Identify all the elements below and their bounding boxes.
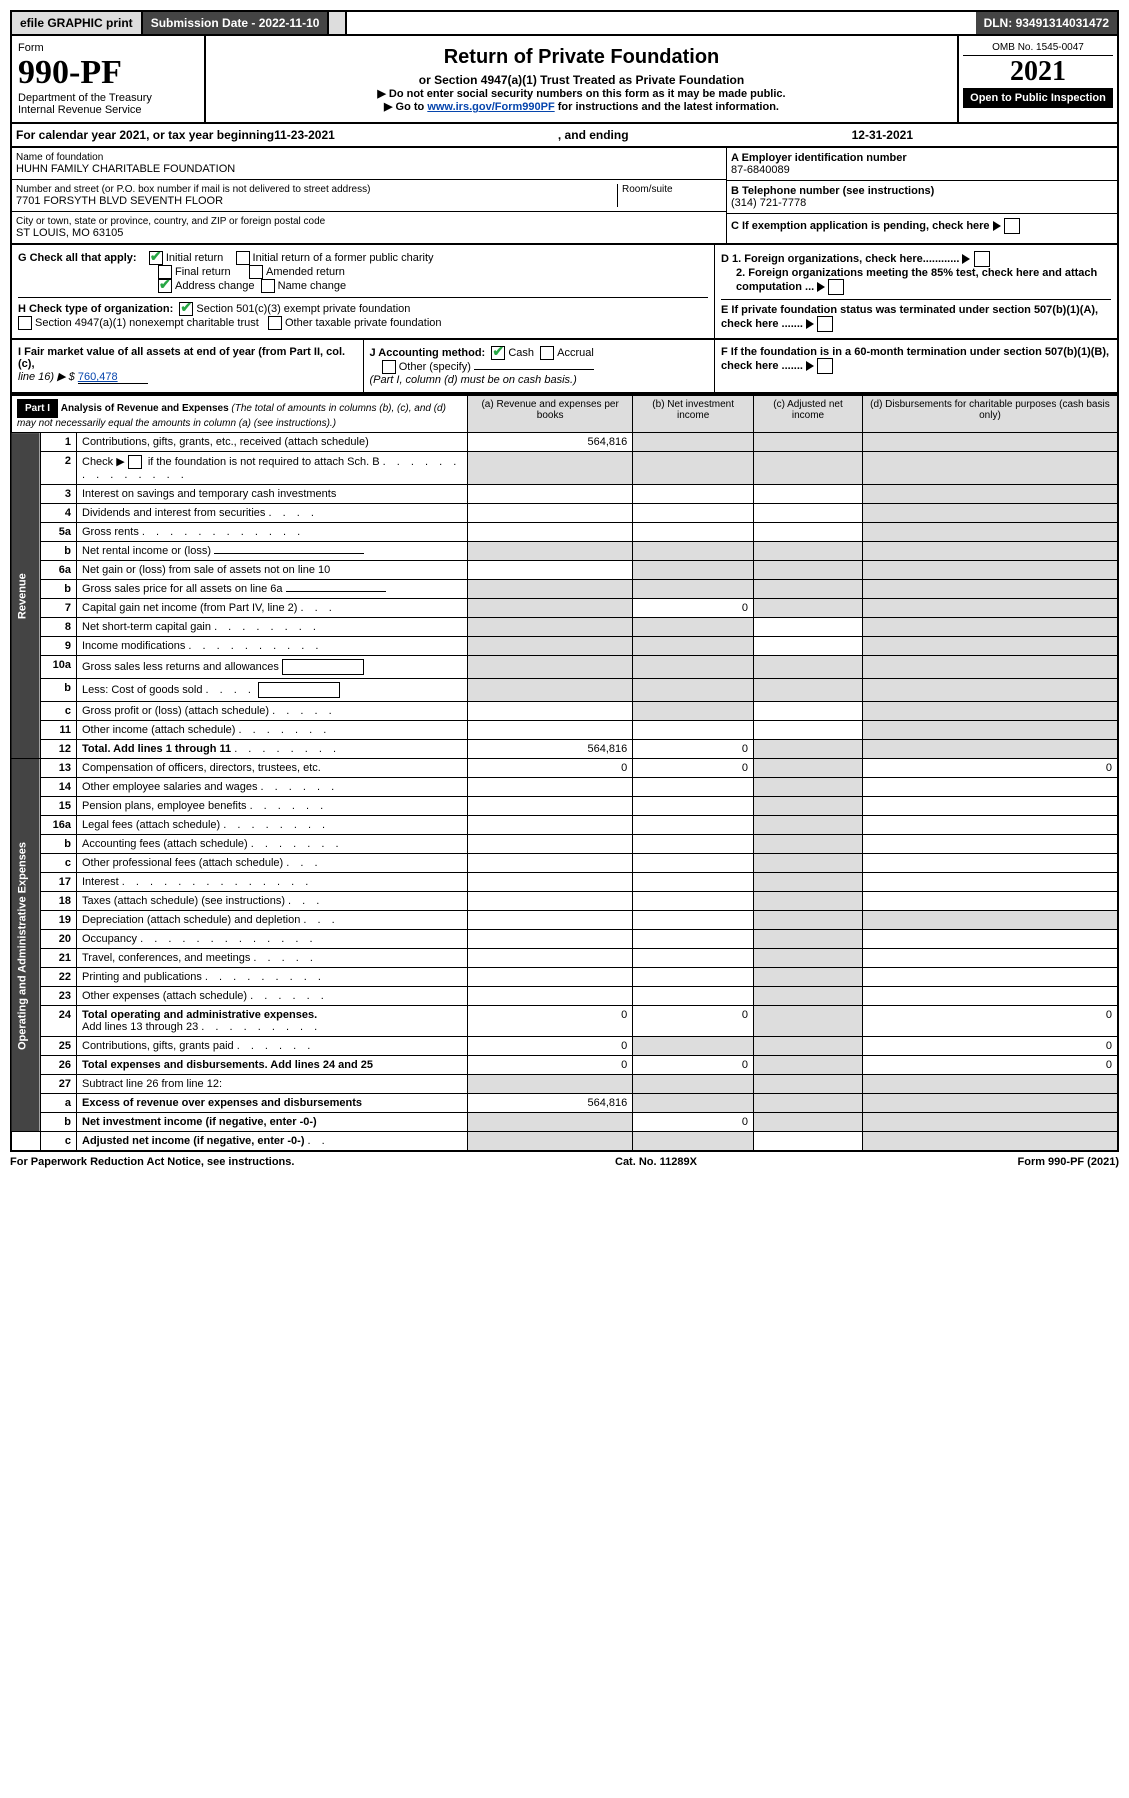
form-label: Form [18, 42, 198, 54]
cb-initial[interactable] [149, 251, 163, 265]
tax-year: 2021 [963, 56, 1113, 88]
j-label: J Accounting method: [370, 347, 486, 359]
ein-label: A Employer identification number [731, 152, 1113, 164]
form-header: Form 990-PF Department of the Treasury I… [10, 36, 1119, 124]
col-b: (b) Net investment income [633, 395, 754, 433]
form-number: 990-PF [18, 54, 198, 92]
cb-cash[interactable] [491, 346, 505, 360]
form-subtitle: or Section 4947(a)(1) Trust Treated as P… [212, 73, 951, 87]
part1-table: Part I Analysis of Revenue and Expenses … [10, 394, 1119, 1152]
form-footer: Form 990-PF (2021) [1018, 1156, 1119, 1168]
phone-label: B Telephone number (see instructions) [731, 185, 1113, 197]
col-d: (d) Disbursements for charitable purpose… [862, 395, 1118, 433]
phone-value: (314) 721-7778 [731, 197, 1113, 209]
top-bar: efile GRAPHIC print Submission Date - 20… [10, 10, 1119, 36]
fmv-row: I Fair market value of all assets at end… [10, 340, 1119, 394]
omb-number: OMB No. 1545-0047 [963, 40, 1113, 56]
d2-checkbox[interactable] [828, 279, 844, 295]
e-label: E If private foundation status was termi… [721, 304, 1098, 330]
cb-schb[interactable] [128, 455, 142, 469]
addr-value: 7701 FORSYTH BLVD SEVENTH FLOOR [16, 195, 617, 207]
irs: Internal Revenue Service [18, 104, 198, 116]
note-link: ▶ Go to www.irs.gov/Form990PF for instru… [212, 100, 951, 113]
e-checkbox[interactable] [817, 316, 833, 332]
cb-501c3[interactable] [179, 302, 193, 316]
f-label: F If the foundation is in a 60-month ter… [721, 346, 1109, 372]
dln: DLN: 93491314031472 [976, 12, 1117, 34]
expenses-side: Operating and Administrative Expenses [11, 759, 41, 1132]
cb-4947[interactable] [18, 316, 32, 330]
d2-label: 2. Foreign organizations meeting the 85%… [736, 267, 1097, 293]
submission-date: Submission Date - 2022-11-10 [143, 12, 330, 34]
check-block: G Check all that apply: Initial return I… [10, 245, 1119, 340]
d1-label: D 1. Foreign organizations, check here..… [721, 253, 959, 265]
cb-name-change[interactable] [261, 279, 275, 293]
addr-label: Number and street (or P.O. box number if… [16, 184, 617, 195]
h-label: H Check type of organization: [18, 303, 173, 315]
arrow-icon [817, 282, 825, 292]
arrow-icon [806, 319, 814, 329]
dept: Department of the Treasury [18, 92, 198, 104]
city-value: ST LOUIS, MO 63105 [16, 227, 722, 239]
i-label: I Fair market value of all assets at end… [18, 346, 345, 370]
d1-checkbox[interactable] [974, 251, 990, 267]
arrow-icon [806, 361, 814, 371]
cb-other-method[interactable] [382, 360, 396, 374]
cb-initial-former[interactable] [236, 251, 250, 265]
name-label: Name of foundation [16, 152, 722, 163]
c-label: C If exemption application is pending, c… [731, 220, 990, 232]
part1-title: Part I [17, 399, 58, 418]
cb-amended[interactable] [249, 265, 263, 279]
fmv-value[interactable]: 760,478 [78, 371, 148, 384]
ein-value: 87-6840089 [731, 164, 1113, 176]
col-c: (c) Adjusted net income [754, 395, 863, 433]
j-note: (Part I, column (d) must be on cash basi… [370, 374, 577, 386]
footer: For Paperwork Reduction Act Notice, see … [10, 1152, 1119, 1172]
calendar-year-row: For calendar year 2021, or tax year begi… [10, 124, 1119, 148]
col-a: (a) Revenue and expenses per books [468, 395, 633, 433]
paperwork-notice: For Paperwork Reduction Act Notice, see … [10, 1156, 294, 1168]
foundation-name: HUHN FAMILY CHARITABLE FOUNDATION [16, 163, 722, 175]
g-label: G Check all that apply: [18, 252, 137, 264]
city-label: City or town, state or province, country… [16, 216, 722, 227]
form-title: Return of Private Foundation [212, 46, 951, 69]
open-public: Open to Public Inspection [963, 88, 1113, 108]
cb-addr-change[interactable] [158, 279, 172, 293]
cat-no: Cat. No. 11289X [615, 1156, 697, 1168]
c-checkbox[interactable] [1004, 218, 1020, 234]
efile-label[interactable]: efile GRAPHIC print [12, 12, 143, 34]
room-label: Room/suite [622, 184, 722, 195]
entity-block: Name of foundation HUHN FAMILY CHARITABL… [10, 148, 1119, 245]
revenue-side: Revenue [11, 433, 41, 759]
arrow-icon [993, 221, 1001, 231]
cb-other-tax[interactable] [268, 316, 282, 330]
f-checkbox[interactable] [817, 358, 833, 374]
cb-accrual[interactable] [540, 346, 554, 360]
note-ssn: ▶ Do not enter social security numbers o… [212, 87, 951, 100]
irs-link[interactable]: www.irs.gov/Form990PF [427, 101, 554, 113]
arrow-icon [962, 254, 970, 264]
